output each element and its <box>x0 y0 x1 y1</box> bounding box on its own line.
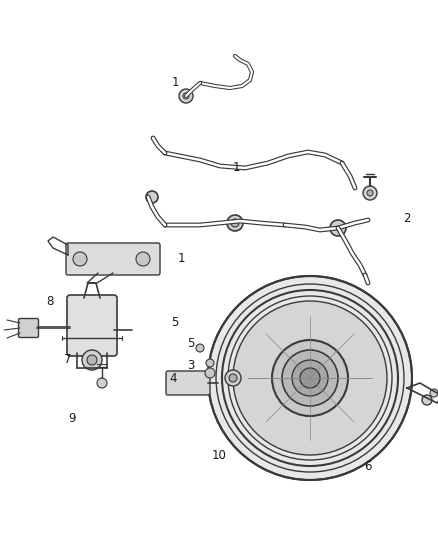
Circle shape <box>206 359 214 367</box>
Text: 1: 1 <box>233 161 240 174</box>
FancyBboxPatch shape <box>67 295 117 356</box>
Circle shape <box>422 395 432 405</box>
Circle shape <box>282 350 338 406</box>
Text: 1: 1 <box>171 76 179 89</box>
Circle shape <box>233 301 387 455</box>
Circle shape <box>73 252 87 266</box>
Circle shape <box>363 186 377 200</box>
Circle shape <box>300 368 320 388</box>
Text: 2: 2 <box>403 212 411 225</box>
Circle shape <box>97 378 107 388</box>
Circle shape <box>82 350 102 370</box>
Circle shape <box>179 89 193 103</box>
Circle shape <box>330 220 346 236</box>
Text: 8: 8 <box>47 295 54 308</box>
Text: 9: 9 <box>68 412 76 425</box>
FancyBboxPatch shape <box>66 243 160 275</box>
Text: 6: 6 <box>364 460 372 473</box>
Circle shape <box>208 276 412 480</box>
Text: 5: 5 <box>172 316 179 329</box>
Circle shape <box>430 389 438 397</box>
Circle shape <box>146 191 158 203</box>
Text: 4: 4 <box>169 372 177 385</box>
Text: 3: 3 <box>187 359 194 372</box>
Circle shape <box>292 360 328 396</box>
Text: 5: 5 <box>187 337 194 350</box>
Circle shape <box>229 374 237 382</box>
Text: 7: 7 <box>64 353 72 366</box>
Circle shape <box>205 368 215 378</box>
Circle shape <box>225 370 241 386</box>
FancyBboxPatch shape <box>18 319 39 337</box>
Text: 10: 10 <box>212 449 226 462</box>
Circle shape <box>183 93 189 99</box>
Circle shape <box>87 355 97 365</box>
Circle shape <box>136 252 150 266</box>
Circle shape <box>367 190 373 196</box>
FancyBboxPatch shape <box>166 371 210 395</box>
Circle shape <box>231 219 239 227</box>
Circle shape <box>272 340 348 416</box>
Text: 1: 1 <box>178 252 186 265</box>
Circle shape <box>196 344 204 352</box>
Circle shape <box>227 215 243 231</box>
